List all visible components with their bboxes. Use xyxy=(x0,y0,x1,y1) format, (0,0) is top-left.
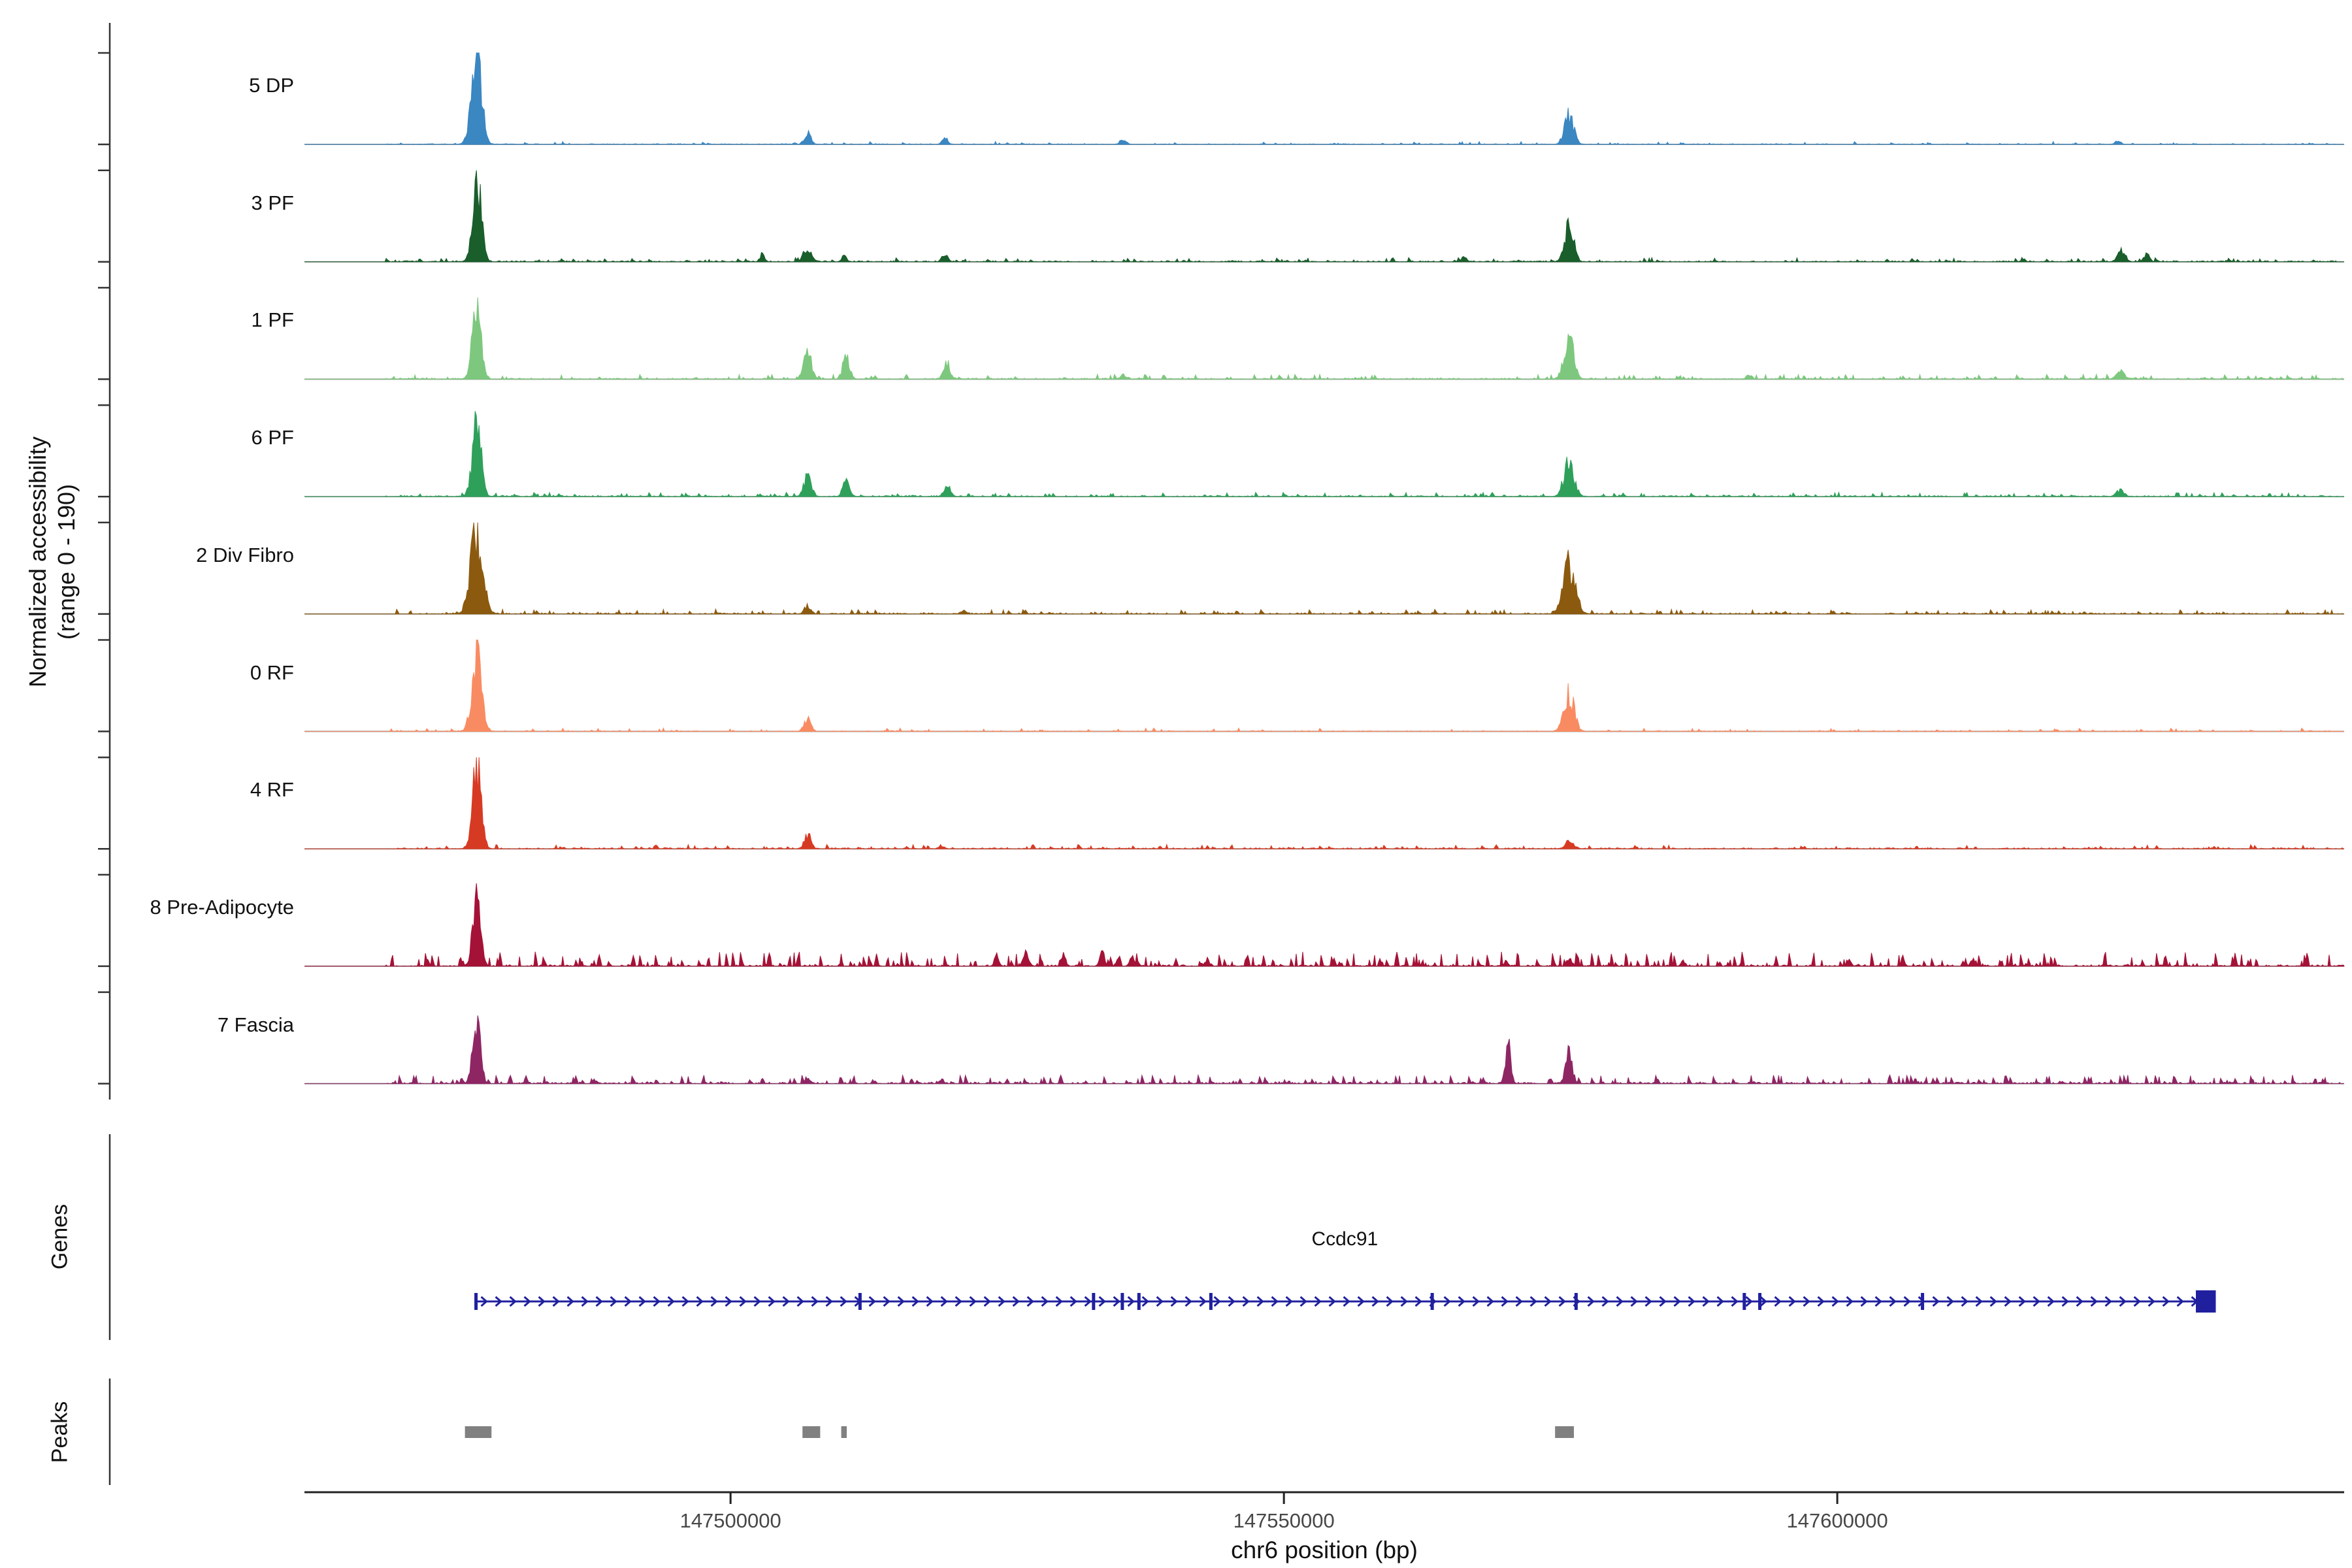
peaks-track-plot xyxy=(465,1426,1574,1438)
peaks-section-label: Peaks xyxy=(47,1401,73,1463)
y-axis-label-line2: (range 0 - 190) xyxy=(53,483,80,640)
x-axis-label: chr6 position (bp) xyxy=(1231,1537,1418,1563)
gene-name-label: Ccdc91 xyxy=(1311,1228,1379,1250)
gene-track-plot xyxy=(474,1290,2216,1313)
tracks-plot xyxy=(304,52,2345,1085)
genes-section-label: Genes xyxy=(47,1203,73,1270)
y-axis-label-line1: Normalized accessibility xyxy=(24,436,52,688)
y-axis-label: Normalized accessibility (range 0 - 190) xyxy=(24,436,81,687)
